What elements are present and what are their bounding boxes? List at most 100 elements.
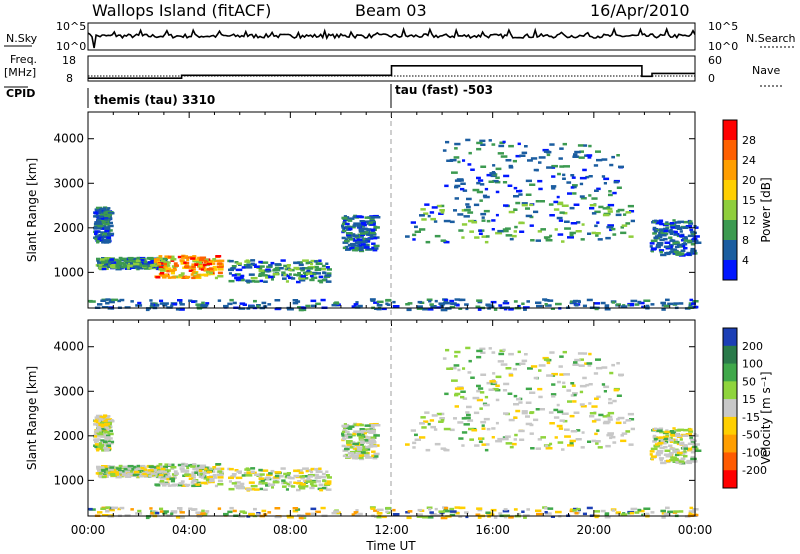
power-cell (576, 230, 582, 233)
velocity-cell (180, 467, 185, 470)
colorbar-tick-label: 50 (742, 375, 756, 388)
velocity-cell (562, 382, 565, 385)
power-cell (217, 266, 224, 269)
velocity-cell (419, 422, 425, 425)
velocity-cell (160, 480, 165, 483)
power-cell (373, 226, 380, 229)
velocity-cell (571, 430, 578, 433)
power-cell (540, 200, 545, 203)
power-cell (657, 242, 664, 245)
power-cell (186, 259, 189, 262)
velocity-cell (514, 508, 518, 511)
power-cell (518, 143, 521, 146)
power-cell (357, 225, 361, 228)
velocity-cell (96, 429, 102, 432)
power-cell (465, 139, 470, 142)
velocity-cell (659, 436, 664, 439)
power-cell (430, 211, 434, 214)
freq-label: Freq. (10, 53, 37, 66)
power-cell (578, 144, 584, 147)
power-cell (506, 234, 513, 237)
velocity-cell (365, 424, 371, 427)
velocity-cell (142, 473, 146, 476)
power-cell (690, 250, 697, 253)
power-panel-frame (88, 112, 695, 308)
beam-title: Beam 03 (355, 1, 427, 20)
power-cell (571, 222, 578, 225)
velocity-cell (679, 443, 685, 446)
velocity-cell (476, 356, 481, 359)
velocity-cell (326, 474, 330, 477)
velocity-cell (451, 379, 458, 382)
power-cell (160, 302, 164, 305)
velocity-cell (170, 466, 176, 469)
velocity-cell (377, 512, 383, 515)
power-cell (293, 267, 299, 270)
velocity-cell (137, 510, 141, 513)
power-cell (346, 232, 353, 235)
velocity-cell (474, 444, 479, 447)
power-cell (341, 226, 344, 229)
velocity-cell (366, 436, 372, 439)
power-cell (127, 267, 130, 270)
velocity-heatmap-data (88, 347, 701, 520)
power-cell (106, 237, 111, 240)
power-cell (217, 275, 223, 278)
colorbar-swatch (723, 435, 737, 453)
velocity-cell (306, 470, 309, 473)
velocity-cell (127, 475, 130, 478)
power-cell (519, 231, 524, 234)
power-cell (332, 304, 337, 307)
power-cell (201, 274, 208, 277)
velocity-cell (549, 422, 555, 425)
power-cell (424, 203, 429, 206)
power-cell (104, 218, 108, 221)
power-cell (496, 191, 500, 194)
power-cell (171, 256, 174, 259)
velocity-cell (104, 449, 109, 452)
power-cell (539, 156, 546, 159)
nave-label: Nave (752, 64, 780, 77)
power-cell (595, 232, 601, 235)
power-cell (444, 185, 448, 188)
velocity-cell (684, 447, 688, 450)
velocity-cell (244, 468, 250, 471)
velocity-cell (496, 399, 500, 402)
velocity-cell (501, 363, 508, 366)
power-cell (326, 266, 330, 269)
power-cell (564, 227, 571, 230)
power-cell (514, 300, 518, 303)
power-cell (207, 263, 213, 266)
colorbar-swatch (723, 140, 737, 161)
power-cell (650, 245, 653, 248)
velocity-cell (491, 427, 495, 430)
power-cell (170, 305, 173, 308)
velocity-cell (103, 447, 108, 450)
velocity-cell (675, 435, 682, 438)
cpid-segment-1: themis (tau) 3310 (94, 93, 215, 107)
power-cell (342, 237, 346, 240)
velocity-cell (343, 455, 346, 458)
velocity-cell (536, 408, 540, 411)
colorbar-tick-label: 12 (742, 214, 756, 227)
power-cell (454, 147, 458, 150)
velocity-cell (623, 421, 626, 424)
power-cell (608, 204, 614, 207)
velocity-cell (217, 476, 223, 479)
power-cell (104, 212, 108, 215)
velocity-cell (643, 508, 650, 511)
power-cell (508, 145, 514, 148)
colorbar-tick-label: 20 (742, 174, 756, 187)
velocity-cell (386, 507, 392, 510)
power-cell (293, 262, 300, 265)
nsearch-tick-bottom: 10^0 (708, 40, 738, 53)
velocity-cell (657, 450, 664, 453)
velocity-cell (217, 474, 224, 477)
velocity-cell (468, 371, 472, 374)
velocity-cell (217, 470, 222, 473)
power-cell (574, 186, 577, 189)
y-tick-label-2000: 2000 (53, 429, 84, 443)
power-cell (370, 232, 376, 235)
velocity-cell (617, 395, 622, 398)
power-cell (530, 224, 534, 227)
